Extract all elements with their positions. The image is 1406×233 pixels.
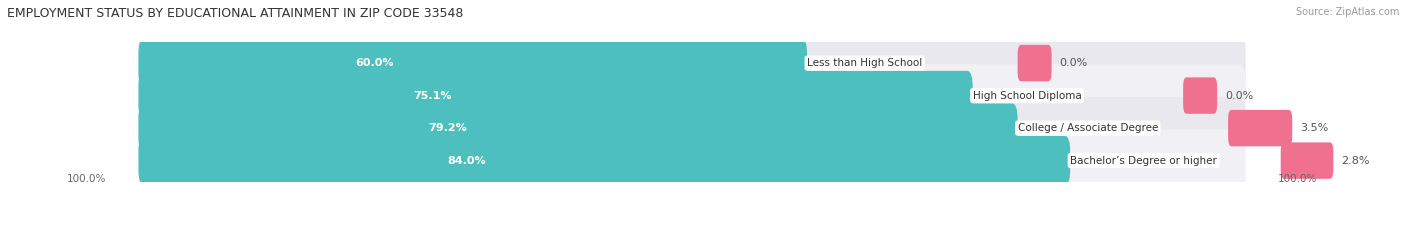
Text: 84.0%: 84.0% <box>447 156 485 166</box>
Text: High School Diploma: High School Diploma <box>973 91 1081 101</box>
Text: Less than High School: Less than High School <box>807 58 922 68</box>
FancyBboxPatch shape <box>1281 142 1333 179</box>
Text: Bachelor’s Degree or higher: Bachelor’s Degree or higher <box>1070 156 1218 166</box>
Text: 100.0%: 100.0% <box>1278 175 1317 185</box>
Text: 2.8%: 2.8% <box>1341 156 1369 166</box>
FancyBboxPatch shape <box>1227 110 1292 146</box>
FancyBboxPatch shape <box>1018 45 1052 81</box>
Text: 60.0%: 60.0% <box>354 58 394 68</box>
FancyBboxPatch shape <box>138 129 1246 192</box>
FancyBboxPatch shape <box>138 136 1070 185</box>
Text: 0.0%: 0.0% <box>1059 58 1087 68</box>
Text: 3.5%: 3.5% <box>1301 123 1329 133</box>
FancyBboxPatch shape <box>138 32 1246 94</box>
FancyBboxPatch shape <box>138 64 1246 127</box>
FancyBboxPatch shape <box>138 97 1246 159</box>
FancyBboxPatch shape <box>1182 77 1218 114</box>
Text: 0.0%: 0.0% <box>1225 91 1253 101</box>
Text: Source: ZipAtlas.com: Source: ZipAtlas.com <box>1295 7 1399 17</box>
FancyBboxPatch shape <box>138 38 807 88</box>
FancyBboxPatch shape <box>138 103 1018 153</box>
Text: EMPLOYMENT STATUS BY EDUCATIONAL ATTAINMENT IN ZIP CODE 33548: EMPLOYMENT STATUS BY EDUCATIONAL ATTAINM… <box>7 7 464 20</box>
FancyBboxPatch shape <box>138 71 973 120</box>
Text: 79.2%: 79.2% <box>429 123 467 133</box>
Text: 75.1%: 75.1% <box>413 91 451 101</box>
Text: 100.0%: 100.0% <box>67 175 107 185</box>
Text: College / Associate Degree: College / Associate Degree <box>1018 123 1159 133</box>
